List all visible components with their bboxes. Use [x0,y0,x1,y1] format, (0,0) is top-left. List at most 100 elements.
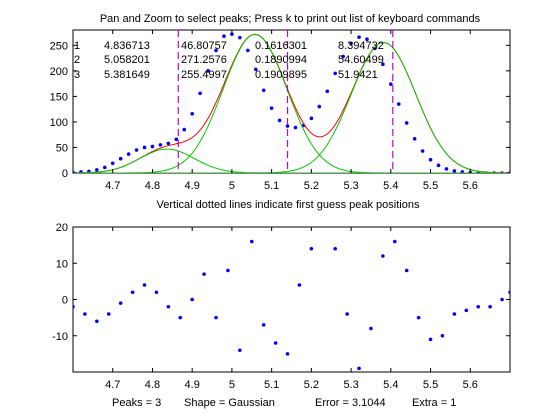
residual-plot[interactable]: 4.7 4.8 4.9 5 5.1 5.2 5.3 5.4 5.5 5.6 -10 0 10 20 [52,222,512,391]
fit-row: 2 5.058201 271.2576 0.1890994 54.60499 [74,54,384,66]
data-point [142,145,147,150]
x-tick-label: 5.1 [264,180,279,192]
data-point [182,127,187,132]
data-point [206,69,210,73]
status-peaks: Peaks = 3 [112,397,161,409]
top-y-ticks: 0 50 100 150 200 250 [50,40,510,180]
residual-point [178,315,183,320]
x-tick-label: 4.7 [105,180,120,192]
residual-point [452,312,457,316]
data-point [404,121,409,125]
residual-point [73,304,75,309]
residual-point [297,283,302,287]
data-point [428,157,433,162]
y-tick-label: 100 [50,117,68,129]
x-tick-label: 5.2 [304,379,319,391]
y-tick-label: -10 [52,331,68,343]
residual-point [464,308,469,313]
data-point [333,71,338,76]
residual-point [130,290,135,295]
y-tick-label: 0 [62,295,68,307]
figure-title: Pan and Zoom to select peaks; Press k to… [100,13,481,25]
x-tick-label: 4.9 [185,379,200,391]
fit-row: 3 5.381649 255.4997 0.1909895 51.9421 [74,69,378,81]
residual-point [273,341,278,345]
residual-point [190,297,194,302]
data-point [349,41,353,46]
data-point [293,125,298,130]
residual-point [95,319,99,324]
fit-row-3-width: 0.1909895 [255,69,307,81]
fit-row-2-area: 54.60499 [338,54,384,66]
residual-point [357,366,361,371]
data-point [460,170,465,173]
fit-row-1-index: 1 [74,40,80,52]
data-point [238,35,242,40]
data-point [110,161,115,166]
data-point [261,88,266,93]
x-tick-label: 5.3 [343,180,358,192]
y-tick-label: 50 [56,142,68,154]
x-tick-label: 5.1 [264,379,279,391]
x-tick-label: 4.8 [145,180,160,192]
component-curve [73,41,510,173]
data-point [198,91,202,96]
top-x-ticks: 4.7 4.8 4.9 5 5.1 5.2 5.3 5.4 5.5 5.6 [105,30,478,192]
residual-point [261,323,266,327]
fit-row-1-area: 8.394732 [338,40,384,52]
top-plot-caption: Vertical dotted lines indicate first gue… [157,199,420,211]
y-tick-label: 0 [62,168,68,180]
data-point [452,169,457,173]
top-plot-marks [73,30,510,173]
x-tick-label: 5.5 [423,180,438,192]
residual-point [404,268,409,273]
residual-point [392,239,397,244]
fit-row-1-position: 4.836713 [104,40,150,52]
residual-point [416,315,421,320]
residual-point [369,326,373,331]
residual-point [249,239,254,244]
residual-point [154,290,159,295]
data-point [381,62,385,67]
residual-point [440,333,445,338]
fit-row-2-height: 271.2576 [181,54,227,66]
x-tick-label: 5.6 [463,379,478,391]
residual-point [309,246,314,251]
residual-point [106,312,111,316]
status-error: Error = 3.1044 [315,397,386,409]
x-tick-label: 5 [229,379,235,391]
data-point [420,149,425,153]
residual-point [202,272,206,276]
x-tick-label: 4.7 [105,379,120,391]
fit-row: 1 4.836713 46.80757 0.1616301 8.394732 [74,40,384,52]
residual-point [142,283,147,287]
x-tick-label: 4.8 [145,379,160,391]
residual-point [238,348,242,353]
residual-point [166,304,171,309]
data-point [436,163,441,168]
fit-row-3-height: 255.4997 [181,69,227,81]
data-point [95,168,99,172]
data-point [325,89,330,94]
data-point [214,48,218,53]
x-tick-label: 5.2 [304,180,319,192]
residual-point [345,312,349,316]
residual-plot-frame [72,226,511,373]
residual-point [488,304,492,309]
y-tick-label: 150 [50,91,68,103]
data-point [412,136,417,141]
data-point [102,165,107,170]
data-point [396,102,401,106]
data-point [79,170,83,173]
y-tick-label: 200 [50,66,68,78]
residual-plot-marks [73,239,510,371]
fit-row-3-position: 5.381649 [104,69,150,81]
data-point [269,106,274,110]
top-plot[interactable]: 4.7 4.8 4.9 5 5.1 5.2 5.3 5.4 5.5 5.6 05010015020… [50,29,512,192]
data-point [174,137,179,142]
data-point [365,37,369,41]
data-point [341,54,345,59]
fit-results-table: 1 4.836713 46.80757 0.1616301 8.394732 2… [74,40,384,81]
x-tick-label: 5.3 [343,379,358,391]
